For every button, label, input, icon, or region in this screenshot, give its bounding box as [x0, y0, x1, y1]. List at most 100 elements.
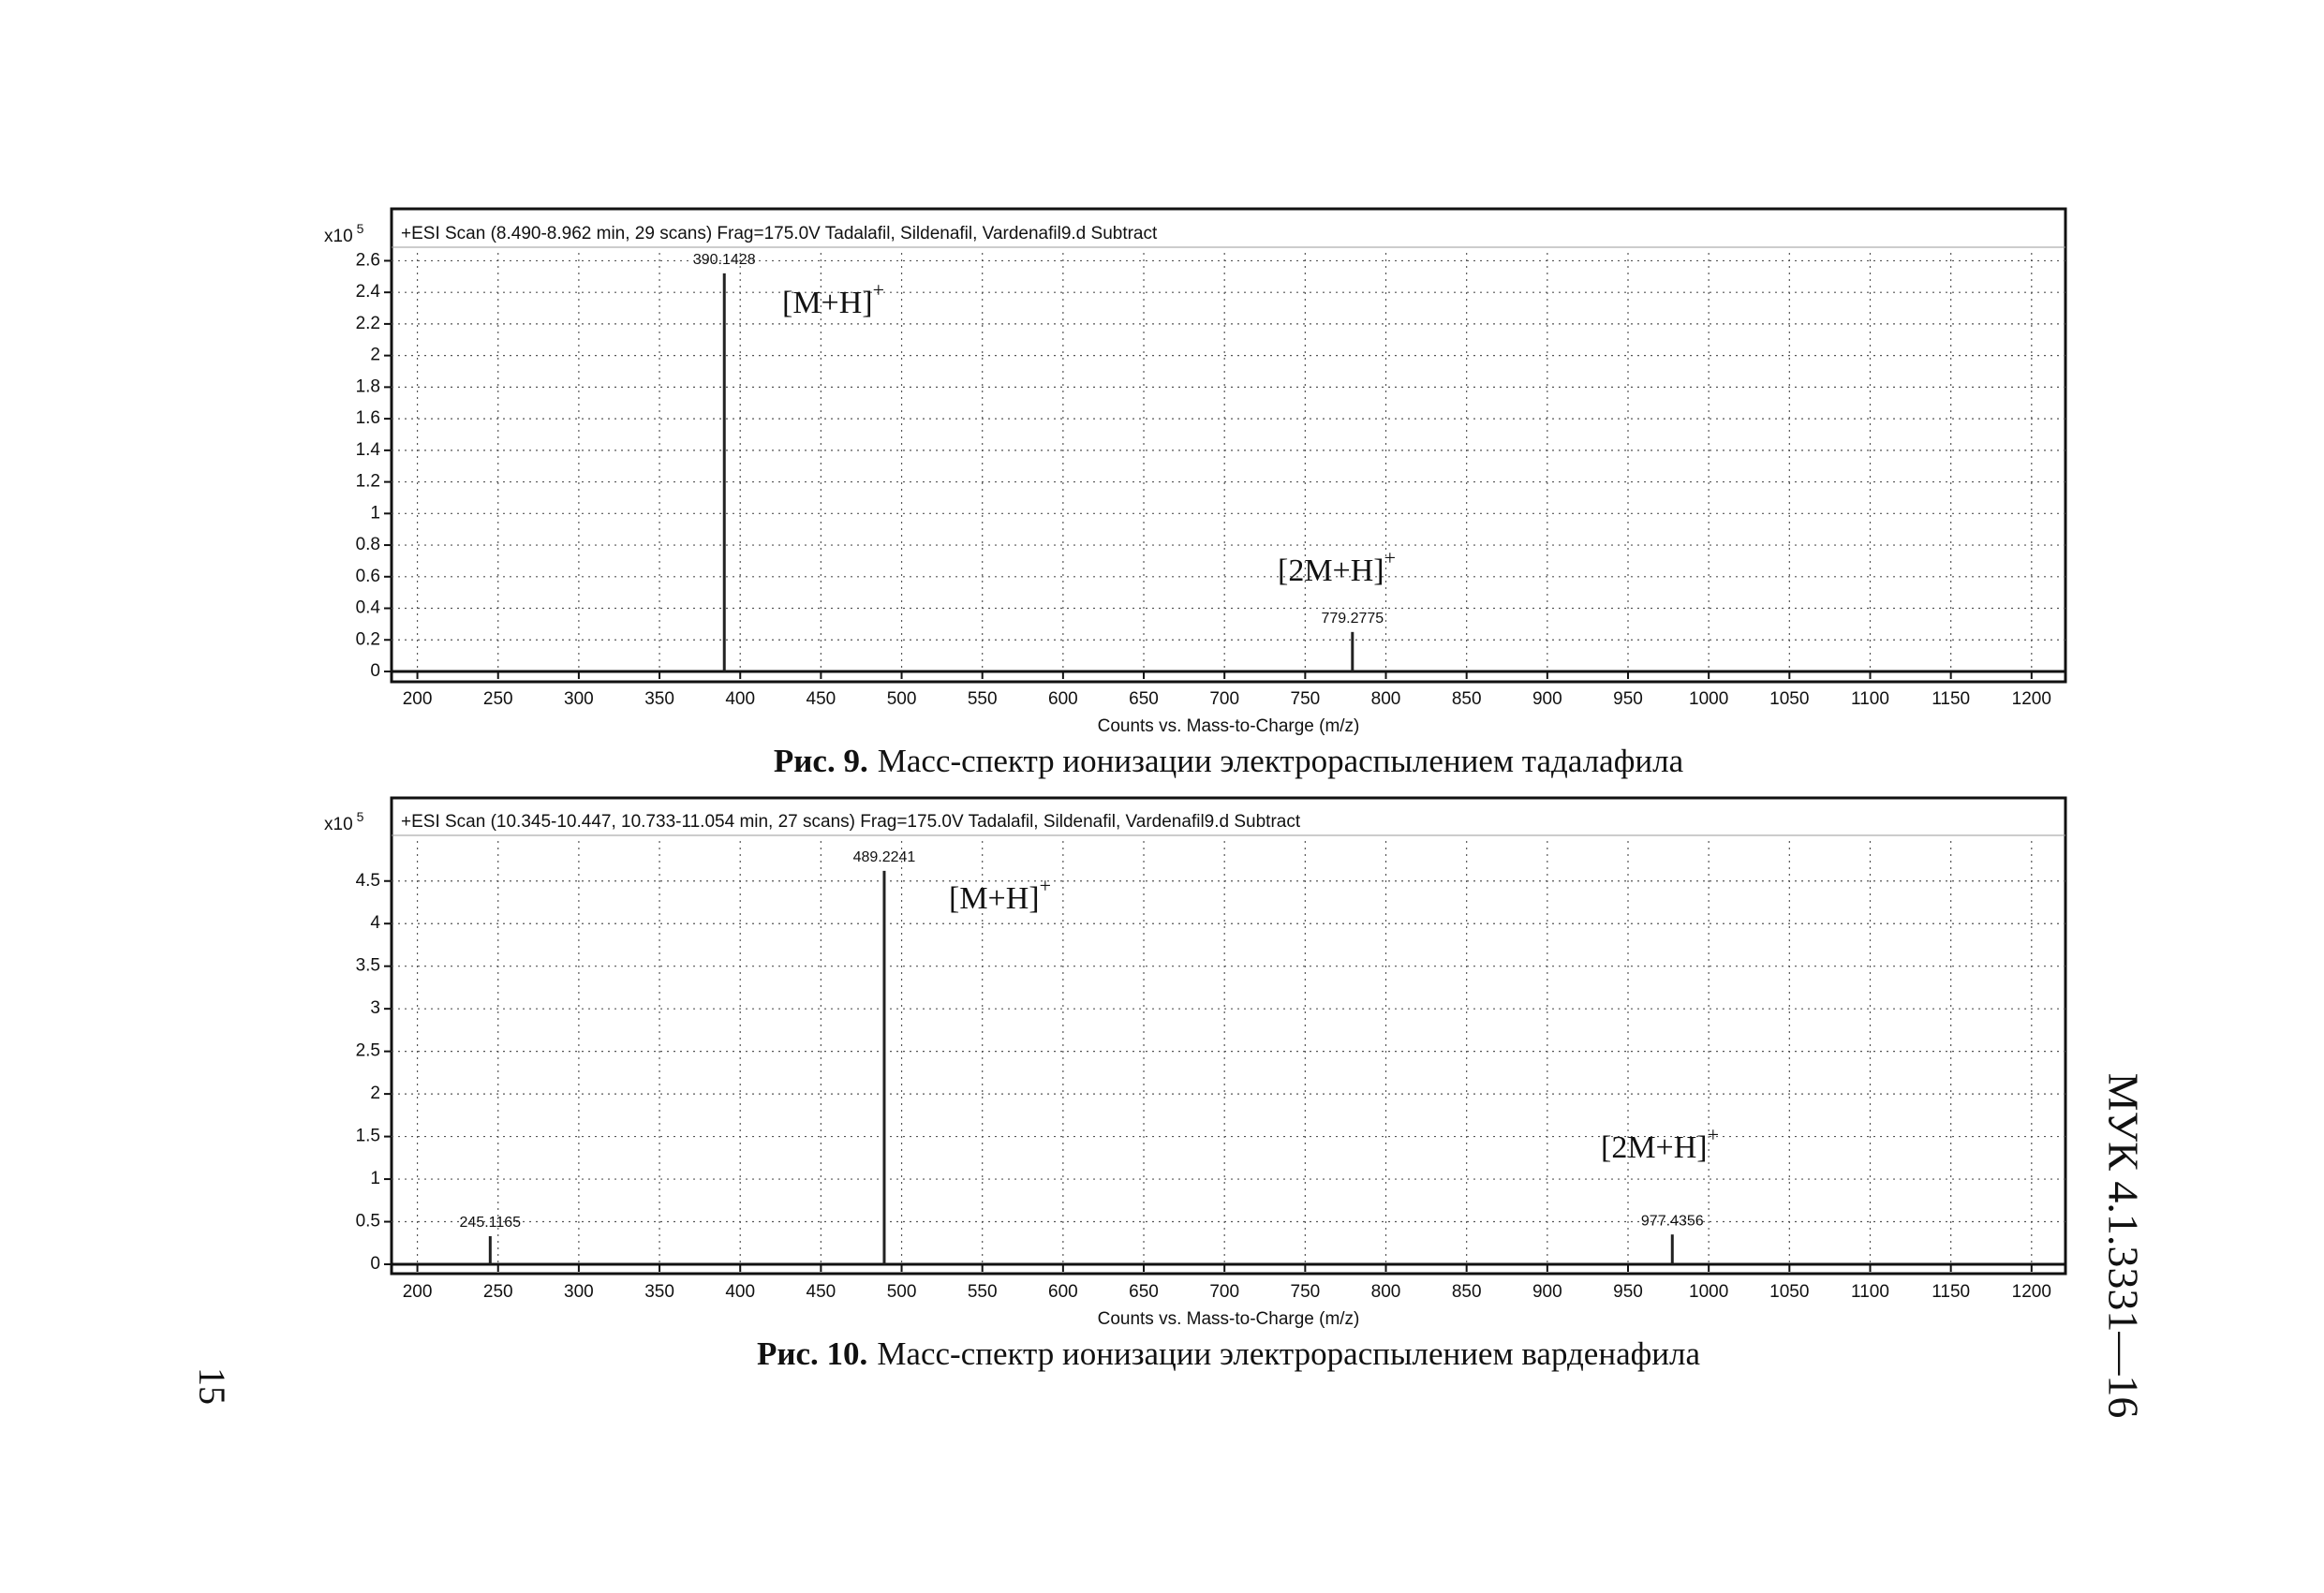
- caption-label: Рис. 10.: [757, 1335, 867, 1372]
- annotation: [2M+H]+: [1278, 546, 1396, 588]
- annotation-text: [M+H]: [782, 286, 873, 320]
- peak-label: 489.2241: [853, 849, 916, 865]
- y-tick-label: 0.6: [356, 567, 380, 586]
- x-tick-label: 750: [1291, 689, 1321, 709]
- y-tick-label: 4.5: [356, 871, 380, 891]
- caption-text: Масс-спектр ионизации электрораспылением…: [877, 1335, 1700, 1372]
- x-axis-label: Counts vs. Mass-to-Charge (m/z): [1098, 716, 1360, 736]
- y-tick-label: 0.8: [356, 535, 380, 554]
- peak-label: 977.4356: [1641, 1213, 1704, 1229]
- y-tick-label: 3.5: [356, 956, 380, 976]
- y-scale: x10: [324, 227, 353, 246]
- x-tick-label: 950: [1613, 1282, 1643, 1302]
- x-tick-label: 1100: [1851, 689, 1889, 709]
- annotation-text: [2M+H]: [1278, 553, 1384, 588]
- x-tick-label: 350: [644, 689, 674, 709]
- x-tick-label: 500: [887, 1282, 917, 1302]
- chart-frame: [390, 796, 2067, 1276]
- y-tick-label: 2.2: [356, 314, 380, 333]
- y-tick-label: 0: [370, 1254, 380, 1274]
- x-tick-label: 650: [1129, 689, 1159, 709]
- y-tick-label: 0.5: [356, 1212, 380, 1232]
- y-tick-label: 4: [370, 913, 380, 933]
- x-tick-label: 950: [1613, 689, 1643, 709]
- chart-title: +ESI Scan (8.490-8.962 min, 29 scans) Fr…: [401, 224, 1158, 243]
- y-tick-label: 1.8: [356, 376, 380, 396]
- x-tick-label: 850: [1452, 1282, 1482, 1302]
- x-tick-label: 400: [725, 1282, 755, 1302]
- x-tick-label: 450: [807, 1282, 836, 1302]
- x-tick-label: 650: [1129, 1282, 1159, 1302]
- y-tick-label: 1.6: [356, 408, 380, 428]
- x-tick-label: 700: [1209, 689, 1239, 709]
- x-tick-label: 600: [1048, 1282, 1078, 1302]
- annotation: [2M+H]+: [1601, 1123, 1719, 1165]
- x-tick-label: 250: [483, 1282, 513, 1302]
- y-tick-label: 1.2: [356, 472, 380, 492]
- y-scale-exponent: 5: [357, 809, 364, 824]
- y-tick-label: 0.2: [356, 629, 380, 649]
- peak-label: 779.2775: [1321, 611, 1384, 627]
- y-scale-exponent: 5: [357, 221, 364, 236]
- y-tick-label: 0: [370, 661, 380, 681]
- x-tick-label: 400: [725, 689, 755, 709]
- annotation-sup: +: [1708, 1123, 1719, 1146]
- x-tick-label: 800: [1371, 689, 1401, 709]
- x-tick-label: 1150: [1932, 689, 1970, 709]
- x-tick-label: 900: [1532, 1282, 1562, 1302]
- x-tick-label: 550: [968, 1282, 998, 1302]
- x-tick-label: 1000: [1689, 689, 1728, 709]
- y-tick-label: 1: [370, 503, 380, 523]
- x-tick-label: 1050: [1769, 1282, 1809, 1302]
- x-tick-label: 200: [403, 689, 433, 709]
- x-tick-label: 900: [1532, 689, 1562, 709]
- annotation-sup: +: [1040, 874, 1051, 897]
- x-tick-label: 600: [1048, 689, 1078, 709]
- x-tick-label: 1050: [1769, 689, 1809, 709]
- y-scale-label: x10 5: [324, 221, 364, 246]
- x-tick-label: 250: [483, 689, 513, 709]
- x-tick-label: 700: [1209, 1282, 1239, 1302]
- y-tick-label: 3: [370, 998, 380, 1018]
- page-number: 15: [191, 1367, 233, 1405]
- annotation-text: [M+H]: [949, 881, 1040, 916]
- x-tick-label: 800: [1371, 1282, 1401, 1302]
- x-tick-label: 300: [564, 689, 594, 709]
- y-tick-label: 2: [370, 1084, 380, 1103]
- y-scale-label: x10 5: [324, 809, 364, 834]
- caption-label: Рис. 9.: [774, 743, 868, 779]
- annotation: [M+H]+: [782, 278, 884, 320]
- x-tick-label: 1150: [1932, 1282, 1970, 1302]
- peak-label: 390.1428: [693, 252, 756, 268]
- caption-text: Масс-спектр ионизации электрораспылением…: [878, 743, 1684, 779]
- y-tick-label: 1.5: [356, 1127, 380, 1146]
- chart-title: +ESI Scan (10.345-10.447, 10.733-11.054 …: [401, 812, 1301, 832]
- y-tick-label: 2.6: [356, 250, 380, 270]
- x-tick-label: 1200: [2012, 1282, 2051, 1302]
- caption: Рис. 10. Масс-спектр ионизации электрорас…: [757, 1335, 1701, 1372]
- side-header: МУК 4.1.3331—16: [2099, 1073, 2147, 1419]
- x-tick-label: 500: [887, 689, 917, 709]
- y-tick-label: 0.4: [356, 598, 381, 618]
- y-tick-label: 1.4: [356, 440, 381, 460]
- chart-frame: [390, 207, 2067, 684]
- x-tick-label: 200: [403, 1282, 433, 1302]
- y-tick-label: 1: [370, 1169, 380, 1188]
- x-tick-label: 1100: [1851, 1282, 1889, 1302]
- y-tick-label: 2.5: [356, 1041, 380, 1061]
- y-tick-label: 2.4: [356, 282, 381, 302]
- annotation: [M+H]+: [949, 874, 1051, 916]
- x-tick-label: 300: [564, 1282, 594, 1302]
- x-tick-label: 450: [807, 689, 836, 709]
- annotation-sup: +: [873, 278, 884, 302]
- annotation-text: [2M+H]: [1601, 1130, 1708, 1165]
- x-axis-label: Counts vs. Mass-to-Charge (m/z): [1098, 1309, 1360, 1329]
- y-tick-label: 2: [370, 346, 380, 365]
- y-scale: x10: [324, 815, 353, 834]
- peak-label: 245.1165: [460, 1215, 522, 1231]
- x-tick-label: 1200: [2012, 689, 2051, 709]
- x-tick-label: 550: [968, 689, 998, 709]
- x-tick-label: 1000: [1689, 1282, 1728, 1302]
- annotation-sup: +: [1384, 546, 1396, 569]
